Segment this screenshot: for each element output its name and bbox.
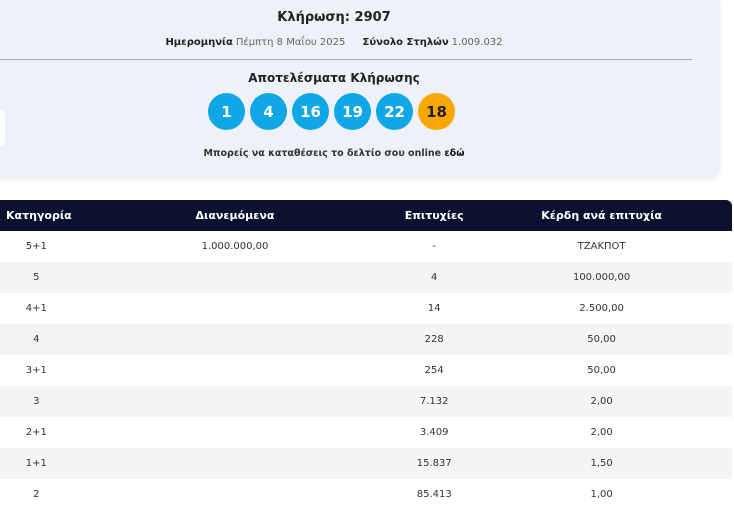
table-row: 2 85.413 1,00 [0, 479, 732, 510]
cell-distributed [73, 479, 398, 510]
cell-category: 5 [33, 272, 40, 283]
side-tab[interactable] [0, 110, 5, 146]
date-label: Ημερομηνία [165, 37, 233, 48]
cell-distributed [73, 293, 398, 324]
bonus-ball: 18 [418, 93, 455, 130]
divider [0, 59, 692, 60]
prize-table: Κατηγορία Διανεμόμενα Επιτυχίες Κέρδη αν… [0, 200, 732, 510]
cell-winners: 15.837 [416, 458, 452, 469]
table-row: 1+1 15.837 1,50 [0, 448, 732, 479]
draw-info-card: Κλήρωση: 2907 Ημερομηνία Πέμπτη 8 Μαΐου 2… [0, 0, 720, 178]
total-label: Σύνολο Στηλών [362, 37, 449, 48]
online-link[interactable]: εδώ [444, 148, 465, 159]
cell-winners: - [432, 241, 437, 252]
number-ball: 1 [208, 93, 245, 130]
results-title: Αποτελέσματα Κλήρωσης [248, 71, 420, 85]
table-row: 4 228 50,00 [0, 324, 732, 355]
cell-prize: 50,00 [587, 334, 616, 345]
table-row: 5 4 100.000,00 [0, 262, 732, 293]
table-header: Κατηγορία Διανεμόμενα Επιτυχίες Κέρδη αν… [0, 200, 732, 231]
cell-distributed [73, 355, 398, 386]
cell-winners: 3.409 [419, 427, 449, 438]
cell-category: 2+1 [25, 427, 47, 438]
cell-distributed [73, 386, 398, 417]
online-text: Μπορείς να καταθέσεις το δελτίο σου onli… [203, 148, 442, 159]
cell-winners: 7.132 [419, 396, 449, 407]
draw-title: Κλήρωση: 2907 [277, 10, 391, 25]
cell-prize: 2,00 [590, 427, 613, 438]
cell-category: 2 [33, 489, 40, 500]
cell-category: 3 [33, 396, 40, 407]
cell-prize: 1,00 [590, 489, 613, 500]
cell-distributed [73, 448, 398, 479]
total-value: 1.009.032 [451, 37, 503, 48]
cell-prize: 50,00 [587, 365, 616, 376]
cell-prize: 2.500,00 [579, 303, 624, 314]
draw-meta: Ημερομηνία Πέμπτη 8 Μαΐου 2025 Σύνολο Στη… [0, 37, 668, 48]
cell-category: 5+1 [25, 241, 47, 252]
table-row: 5+1 1.000.000,00 - ΤΖΑΚΠΟΤ [0, 231, 732, 262]
cell-category: 1+1 [25, 458, 47, 469]
cell-prize: ΤΖΑΚΠΟΤ [577, 241, 626, 252]
online-note: Μπορείς να καταθέσεις το δελτίο σου onli… [0, 148, 668, 159]
cell-prize: 100.000,00 [572, 272, 631, 283]
cell-category: 4 [33, 334, 40, 345]
header-winners: Επιτυχίες [404, 209, 464, 222]
table-row: 2+1 3.409 2,00 [0, 417, 732, 448]
cell-prize: 1,50 [590, 458, 613, 469]
cell-distributed [73, 324, 398, 355]
number-ball: 4 [250, 93, 287, 130]
cell-category: 4+1 [25, 303, 47, 314]
cell-winners: 228 [424, 334, 444, 345]
cell-distributed [73, 262, 398, 293]
cell-distributed: 1.000.000,00 [201, 241, 269, 252]
cell-winners: 254 [424, 365, 444, 376]
winning-numbers: 1 4 16 19 22 18 [208, 93, 455, 130]
date-value: Πέμπτη 8 Μαΐου 2025 [235, 37, 346, 48]
cell-winners: 85.413 [416, 489, 452, 500]
table-row: 3 7.132 2,00 [0, 386, 732, 417]
header-category: Κατηγορία [6, 209, 72, 222]
table-row: 3+1 254 50,00 [0, 355, 732, 386]
cell-winners: 4 [431, 272, 438, 283]
cell-category: 3+1 [25, 365, 47, 376]
number-ball: 16 [292, 93, 329, 130]
number-ball: 19 [334, 93, 371, 130]
header-prize: Κέρδη ανά επιτυχία [541, 209, 662, 222]
number-ball: 22 [376, 93, 413, 130]
table-row: 4+1 14 2.500,00 [0, 293, 732, 324]
cell-winners: 14 [427, 303, 441, 314]
cell-prize: 2,00 [590, 396, 613, 407]
header-distributed: Διανεμόμενα [195, 209, 275, 222]
cell-distributed [73, 417, 398, 448]
